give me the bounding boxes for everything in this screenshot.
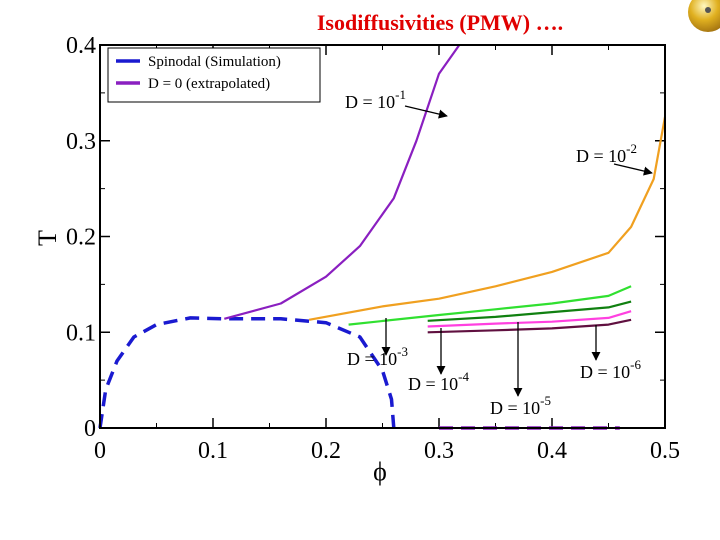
legend-label: D = 0 (extrapolated) bbox=[148, 76, 270, 92]
annotation-exponent: -1 bbox=[395, 87, 406, 102]
x-tick-label: 0.2 bbox=[311, 438, 341, 464]
chart-title: Isodiffusivities (PMW) …. bbox=[317, 10, 563, 35]
legend-box bbox=[107, 47, 321, 103]
y-tick-label: 0.3 bbox=[66, 129, 96, 155]
x-tick-label: 0.4 bbox=[537, 438, 567, 464]
y-tick-label: 0 bbox=[84, 416, 96, 442]
legend-label: Spinodal (Simulation) bbox=[148, 54, 281, 70]
annotation-text: D = 10 bbox=[576, 146, 626, 166]
annotation-exponent: -2 bbox=[626, 141, 637, 156]
x-tick-label: 0.1 bbox=[198, 438, 228, 464]
annotation: D = 10-4 bbox=[408, 369, 469, 394]
annotation-text: D = 10 bbox=[408, 374, 458, 394]
annotation-text: D = 10 bbox=[345, 92, 395, 112]
plot-frame bbox=[99, 44, 666, 429]
series-line bbox=[427, 318, 632, 334]
x-tick-label: 0 bbox=[94, 438, 106, 464]
series-line bbox=[427, 310, 632, 328]
y-axis-label: T bbox=[33, 230, 62, 246]
series-line bbox=[224, 44, 461, 320]
annotation-exponent: -4 bbox=[458, 369, 469, 384]
x-tick-label: 0.3 bbox=[424, 438, 454, 464]
x-tick-label: 0.5 bbox=[650, 438, 680, 464]
series-line bbox=[348, 285, 632, 326]
annotation-arrow bbox=[613, 163, 653, 176]
annotation: D = 10-6 bbox=[580, 357, 641, 382]
annotation-arrow bbox=[404, 105, 448, 119]
y-tick-label: 0.2 bbox=[66, 225, 96, 251]
annotation-text: D = 10 bbox=[490, 398, 540, 418]
y-tick-label: 0.4 bbox=[66, 33, 96, 59]
annotation: D = 10-2 bbox=[576, 141, 637, 166]
annotation-text: D = 10 bbox=[347, 349, 397, 369]
annotation-exponent: -5 bbox=[540, 393, 551, 408]
series-line bbox=[308, 116, 667, 321]
annotation-exponent: -6 bbox=[630, 357, 641, 372]
annotation: D = 10-1 bbox=[345, 87, 406, 112]
y-tick-label: 0.1 bbox=[66, 320, 96, 346]
annotation-text: D = 10 bbox=[580, 362, 630, 382]
annotation: D = 10-3 bbox=[347, 344, 408, 369]
logo bbox=[688, 0, 720, 32]
annotation: D = 10-5 bbox=[490, 393, 551, 418]
series-line bbox=[427, 300, 632, 322]
x-axis-label: ϕ bbox=[373, 457, 387, 486]
logo-dot bbox=[705, 7, 711, 13]
series-line bbox=[98, 316, 396, 429]
annotation-exponent: -3 bbox=[397, 344, 408, 359]
